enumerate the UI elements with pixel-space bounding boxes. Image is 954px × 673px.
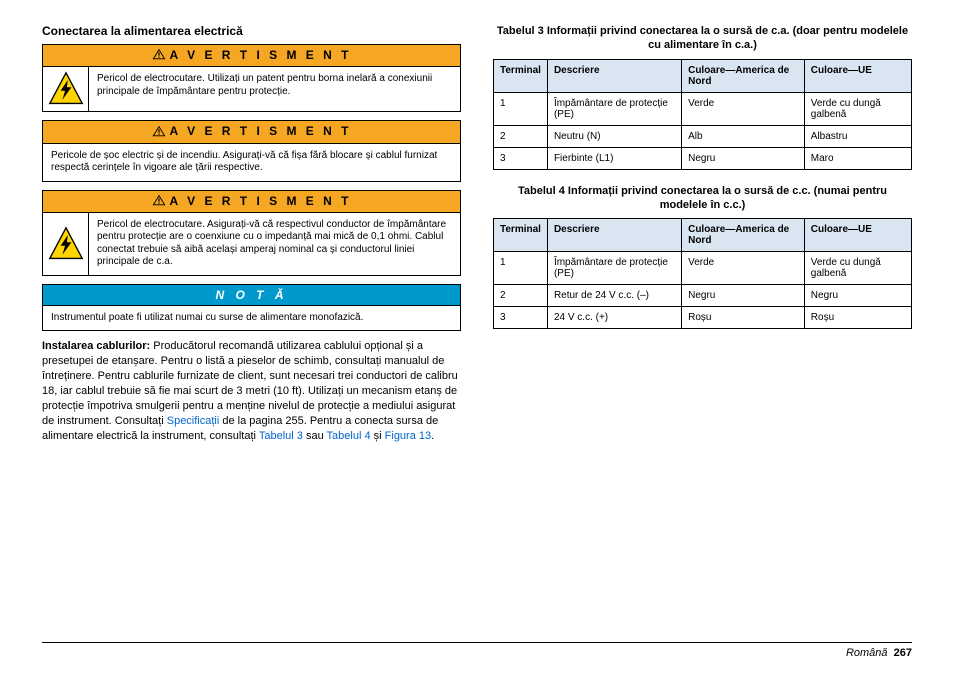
warning-triangle-icon [152, 48, 166, 63]
col-terminal: Terminal [494, 219, 548, 252]
col-terminal: Terminal [494, 59, 548, 92]
table-row: 3 Fierbinte (L1) Negru Maro [494, 147, 912, 169]
link-specifications[interactable]: Specificații [167, 415, 220, 427]
cell: Verde [682, 252, 805, 285]
warning-body: Pericol de electrocutare. Asigurați-vă c… [43, 213, 460, 275]
col-eu: Culoare—UE [804, 219, 911, 252]
col-na: Culoare—America de Nord [682, 59, 805, 92]
cell: Fierbinte (L1) [547, 147, 681, 169]
warning-header: A V E R T I S M E N T [43, 191, 460, 213]
warning-label: A V E R T I S M E N T [170, 48, 352, 62]
cell: Negru [682, 147, 805, 169]
warning-label: A V E R T I S M E N T [170, 124, 352, 138]
paragraph-part-d: și [371, 430, 385, 442]
table-row: 1 Împământare de protecție (PE) Verde Ve… [494, 252, 912, 285]
warning-triangle-icon [152, 125, 166, 140]
cell: 2 [494, 285, 548, 307]
right-column: Tabelul 3 Informații privind conectarea … [493, 24, 912, 642]
warning-text: Pericole de șoc electric și de incendiu.… [43, 144, 460, 181]
cell: 1 [494, 92, 548, 125]
warning-box-3: A V E R T I S M E N T Pericol de electro… [42, 190, 461, 276]
cell: Roșu [804, 307, 911, 329]
col-descriere: Descriere [547, 59, 681, 92]
cell: Împământare de protecție (PE) [547, 92, 681, 125]
two-column-layout: Conectarea la alimentarea electrică A V … [42, 24, 912, 642]
cell: Retur de 24 V c.c. (–) [547, 285, 681, 307]
cell: Verde [682, 92, 805, 125]
table-4: Terminal Descriere Culoare—America de No… [493, 218, 912, 329]
footer-language: Română [846, 647, 888, 659]
body-paragraph: Instalarea cablurilor: Producătorul reco… [42, 339, 461, 443]
cell: 3 [494, 307, 548, 329]
cell: Neutru (N) [547, 125, 681, 147]
warning-box-2: A V E R T I S M E N T Pericole de șoc el… [42, 120, 461, 181]
cell: 24 V c.c. (+) [547, 307, 681, 329]
cell: Verde cu dungă galbenă [804, 252, 911, 285]
table-row: 2 Neutru (N) Alb Albastru [494, 125, 912, 147]
cell: Negru [804, 285, 911, 307]
table-4-caption: Tabelul 4 Informații privind conectarea … [493, 184, 912, 213]
note-header: N O T Ă [43, 285, 460, 306]
cell: 1 [494, 252, 548, 285]
note-text: Instrumentul poate fi utilizat numai cu … [43, 306, 460, 331]
warning-triangle-icon [152, 194, 166, 209]
warning-label: A V E R T I S M E N T [170, 194, 352, 208]
table-row: 3 24 V c.c. (+) Roșu Roșu [494, 307, 912, 329]
warning-body: Pericol de electrocutare. Utilizați un p… [43, 67, 460, 111]
table-3: Terminal Descriere Culoare—America de No… [493, 59, 912, 170]
paragraph-part-e: . [431, 430, 434, 442]
page: Conectarea la alimentarea electrică A V … [0, 0, 954, 673]
note-box: N O T Ă Instrumentul poate fi utilizat n… [42, 284, 461, 332]
link-table-3[interactable]: Tabelul 3 [259, 430, 303, 442]
section-heading: Conectarea la alimentarea electrică [42, 24, 461, 38]
cell: Împământare de protecție (PE) [547, 252, 681, 285]
paragraph-lead: Instalarea cablurilor: [42, 340, 150, 352]
left-column: Conectarea la alimentarea electrică A V … [42, 24, 461, 642]
shock-hazard-icon [43, 67, 89, 111]
cell: 2 [494, 125, 548, 147]
col-descriere: Descriere [547, 219, 681, 252]
warning-header: A V E R T I S M E N T [43, 45, 460, 67]
link-table-4[interactable]: Tabelul 4 [327, 430, 371, 442]
table-3-caption: Tabelul 3 Informații privind conectarea … [493, 24, 912, 53]
table-header-row: Terminal Descriere Culoare—America de No… [494, 219, 912, 252]
cell: Verde cu dungă galbenă [804, 92, 911, 125]
cell: Roșu [682, 307, 805, 329]
paragraph-part-c: sau [303, 430, 327, 442]
warning-text: Pericol de electrocutare. Utilizați un p… [89, 67, 460, 111]
warning-text: Pericol de electrocutare. Asigurați-vă c… [89, 213, 460, 275]
col-na: Culoare—America de Nord [682, 219, 805, 252]
cell: Albastru [804, 125, 911, 147]
shock-hazard-icon [43, 213, 89, 275]
page-footer: Română 267 [42, 642, 912, 659]
cell: Alb [682, 125, 805, 147]
link-figure-13[interactable]: Figura 13 [385, 430, 431, 442]
warning-header: A V E R T I S M E N T [43, 121, 460, 143]
footer-page-number: 267 [894, 647, 912, 659]
table-row: 2 Retur de 24 V c.c. (–) Negru Negru [494, 285, 912, 307]
cell: Negru [682, 285, 805, 307]
cell: Maro [804, 147, 911, 169]
table-row: 1 Împământare de protecție (PE) Verde Ve… [494, 92, 912, 125]
warning-box-1: A V E R T I S M E N T Pericol de electro… [42, 44, 461, 112]
col-eu: Culoare—UE [804, 59, 911, 92]
cell: 3 [494, 147, 548, 169]
table-header-row: Terminal Descriere Culoare—America de No… [494, 59, 912, 92]
